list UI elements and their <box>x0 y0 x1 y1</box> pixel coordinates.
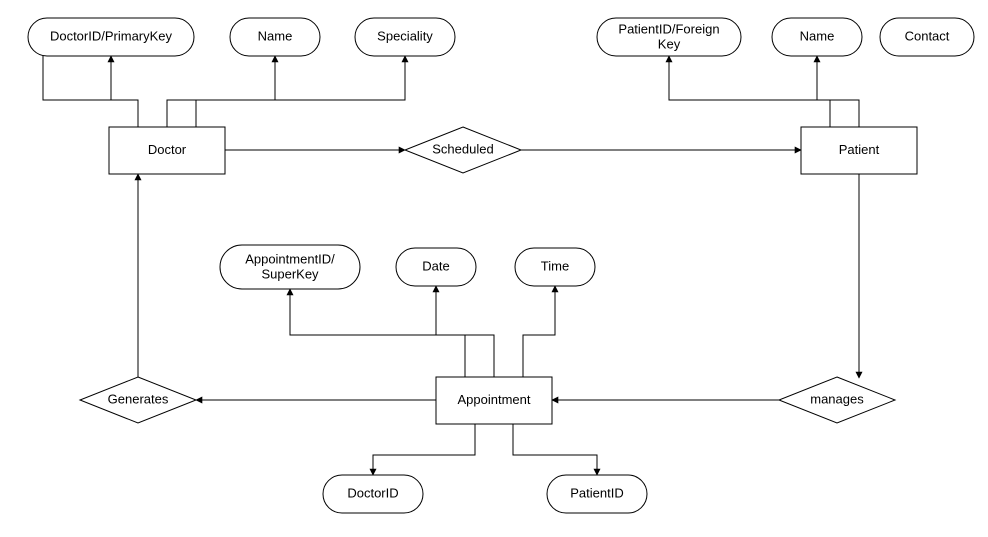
node-generates: Generates <box>80 377 196 423</box>
label-appointmentid-1: AppointmentID/ <box>245 251 335 266</box>
node-speciality: Speciality <box>355 18 455 56</box>
edge-16 <box>513 424 597 475</box>
edge-2 <box>167 56 275 127</box>
edge-5 <box>817 56 859 127</box>
node-patient_name: Name <box>772 18 862 56</box>
node-patient: Patient <box>801 127 917 174</box>
label-patientid_fk-2: Key <box>658 36 681 51</box>
label-patientid_fk-1: PatientID/Foreign <box>618 21 719 36</box>
label-manages: manages <box>810 391 864 406</box>
node-appointmentid: AppointmentID/SuperKey <box>220 245 360 289</box>
edge-15 <box>373 424 475 475</box>
edge-4 <box>669 56 830 127</box>
label-speciality: Speciality <box>377 28 433 43</box>
node-patientid_fk: PatientID/ForeignKey <box>597 18 741 56</box>
node-doctor_name: Name <box>230 18 320 56</box>
label-doctor_name: Name <box>258 28 293 43</box>
label-date: Date <box>422 258 449 273</box>
edge-12 <box>290 289 465 377</box>
label-scheduled: Scheduled <box>432 141 493 156</box>
node-date: Date <box>396 248 476 286</box>
node-apt_patientid: PatientID <box>547 475 647 513</box>
edge-0 <box>43 47 138 127</box>
label-patient_name: Name <box>800 28 835 43</box>
node-time: Time <box>515 248 595 286</box>
node-doctorid_pk: DoctorID/PrimaryKey <box>28 18 194 56</box>
edge-3 <box>196 56 405 127</box>
node-doctor: Doctor <box>109 127 225 174</box>
node-scheduled: Scheduled <box>405 127 521 173</box>
label-patient: Patient <box>839 142 880 157</box>
node-apt_doctorid: DoctorID <box>323 475 423 513</box>
label-doctorid_pk: DoctorID/PrimaryKey <box>50 28 173 43</box>
label-appointmentid-2: SuperKey <box>261 266 319 281</box>
edge-1 <box>111 56 138 127</box>
node-appointment: Appointment <box>436 377 552 424</box>
node-contact: Contact <box>880 18 974 56</box>
label-contact: Contact <box>905 28 950 43</box>
node-manages: manages <box>779 377 895 423</box>
label-apt_doctorid: DoctorID <box>347 485 398 500</box>
label-time: Time <box>541 258 569 273</box>
label-generates: Generates <box>108 391 169 406</box>
label-doctor: Doctor <box>148 142 187 157</box>
edge-14 <box>523 286 555 377</box>
label-appointment: Appointment <box>458 392 531 407</box>
label-apt_patientid: PatientID <box>570 485 623 500</box>
